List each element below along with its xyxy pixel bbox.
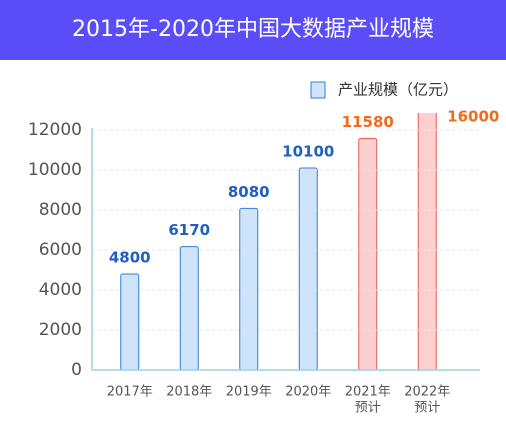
x-tick-label: 2018年 [166, 385, 212, 400]
x-tick-label: 2019年 [226, 385, 272, 400]
y-tick-label: 4000 [39, 280, 82, 300]
bar [358, 137, 378, 371]
value-label: 16000 [447, 108, 499, 126]
x-tick-note: 预计 [355, 401, 381, 416]
legend-label: 产业规模（亿元） [338, 81, 458, 99]
value-label: 4800 [109, 249, 151, 267]
value-label: 8080 [228, 183, 270, 201]
header-band [0, 0, 506, 60]
bar [120, 273, 140, 371]
x-tick-label: 2021年 [345, 385, 391, 400]
x-tick-note: 预计 [414, 401, 440, 416]
value-label: 10100 [282, 143, 334, 161]
chart-title: 2015年-2020年中国大数据产业规模 [72, 17, 434, 42]
bar [179, 246, 199, 371]
bar [239, 207, 259, 371]
y-tick-label: 2000 [39, 320, 82, 340]
x-tick-label: 2022年 [404, 385, 450, 400]
y-tick-label: 6000 [39, 240, 82, 260]
x-tick-label: 2020年 [285, 385, 331, 400]
legend-swatch [310, 81, 326, 99]
x-tick-label: 2017年 [107, 385, 153, 400]
y-tick-label: 0 [71, 360, 82, 380]
bar [298, 167, 318, 371]
y-tick-label: 10000 [28, 160, 82, 180]
value-label: 6170 [168, 221, 210, 239]
y-tick-label: 8000 [39, 200, 82, 220]
y-tick-label: 12000 [28, 120, 82, 140]
value-label: 11580 [342, 113, 394, 131]
